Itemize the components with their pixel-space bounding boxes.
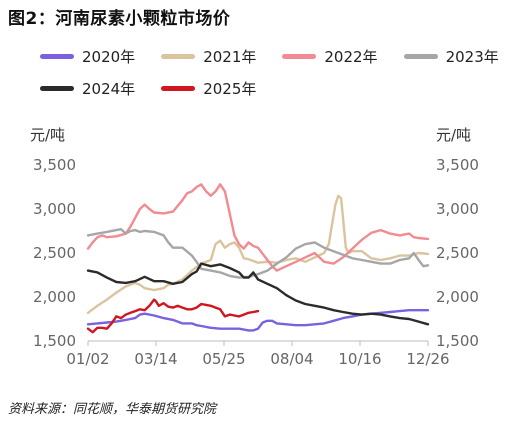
y-tick-label-right: 3,000 [436,200,479,218]
x-tick-label: 12/26 [406,350,449,368]
legend-label-2024: 2024年 [82,79,136,98]
x-tick-label: 05/25 [202,350,245,368]
legend-swatch-2021 [161,53,196,59]
x-tick-label: 08/04 [270,350,313,368]
series-line-2021 [86,194,430,314]
chart-title: 图2：河南尿素小颗粒市场价 [8,9,231,29]
legend-row-2: 2024年 2025年 [40,74,519,102]
legend-row-1: 2020年 2021年 2022年 2023年 [40,42,519,70]
y-tick-label-left: 2,500 [33,244,76,262]
series-line-2025 [86,298,260,334]
chart-legend: 2020年 2021年 2022年 2023年 2024年 2025年 [40,42,519,106]
legend-item-2025: 2025年 [161,78,256,99]
legend-label-2021: 2021年 [203,47,257,66]
legend-item-2024: 2024年 [40,78,135,99]
legend-label-2022: 2022年 [324,47,378,66]
y-tick-label-left: 3,000 [33,200,76,218]
legend-label-2023: 2023年 [445,47,499,66]
legend-swatch-2025 [161,85,196,91]
series-line-2022 [86,183,430,272]
y-tick-label-left: 2,000 [33,288,76,306]
x-tick-label: 01/02 [66,350,109,368]
source-note: 资料来源：同花顺，华泰期货研究院 [8,402,217,417]
x-tick-label: 03/14 [134,350,177,368]
y-tick-label-right: 2,500 [436,244,479,262]
legend-item-2023: 2023年 [403,46,499,67]
legend-item-2020: 2020年 [40,46,135,67]
legend-item-2021: 2021年 [161,46,256,67]
x-tick-label: 10/16 [338,350,381,368]
series-line-2024 [86,262,430,326]
legend-swatch-2023 [403,53,438,59]
legend-label-2025: 2025年 [203,79,257,98]
legend-label-2020: 2020年 [82,47,136,66]
y-tick-label-left: 3,500 [33,156,76,174]
series-line-2023 [86,228,430,279]
y-axis-unit-left: 元/吨 [30,126,66,144]
y-tick-label-right: 1,500 [436,332,479,350]
y-tick-label-right: 3,500 [436,156,479,174]
y-tick-label-left: 1,500 [33,332,76,350]
legend-swatch-2022 [282,53,317,59]
y-tick-label-right: 2,000 [436,288,479,306]
legend-swatch-2024 [40,85,74,91]
y-axis-unit-right: 元/吨 [436,126,472,144]
legend-swatch-2020 [40,53,74,59]
legend-item-2022: 2022年 [282,46,378,67]
